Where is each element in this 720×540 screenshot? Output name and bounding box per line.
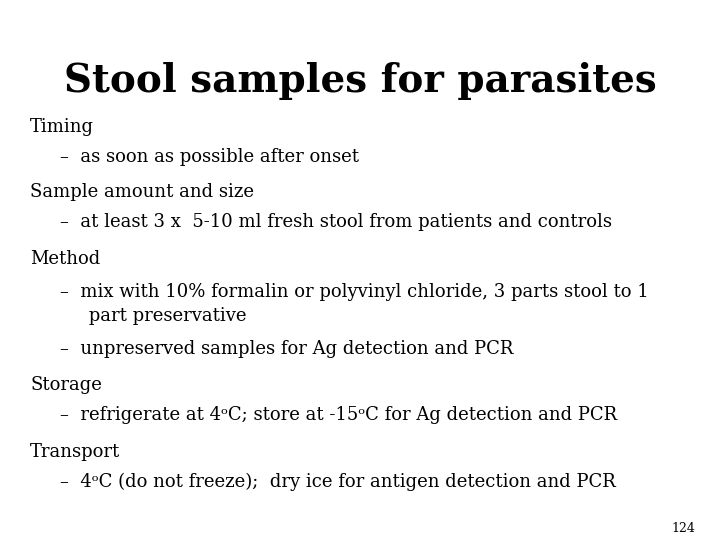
Text: Sample amount and size: Sample amount and size [30,183,254,201]
Text: –  refrigerate at 4ᵒC; store at -15ᵒC for Ag detection and PCR: – refrigerate at 4ᵒC; store at -15ᵒC for… [60,406,617,424]
Text: –  unpreserved samples for Ag detection and PCR: – unpreserved samples for Ag detection a… [60,340,513,358]
Text: –  4ᵒC (do not freeze);  dry ice for antigen detection and PCR: – 4ᵒC (do not freeze); dry ice for antig… [60,473,616,491]
Text: –  mix with 10% formalin or polyvinyl chloride, 3 parts stool to 1: – mix with 10% formalin or polyvinyl chl… [60,283,649,301]
Text: Storage: Storage [30,376,102,394]
Text: Stool samples for parasites: Stool samples for parasites [63,62,657,100]
Text: part preservative: part preservative [60,307,246,325]
Text: –  at least 3 x  5-10 ml fresh stool from patients and controls: – at least 3 x 5-10 ml fresh stool from … [60,213,612,231]
Text: 124: 124 [671,522,695,535]
Text: Method: Method [30,250,100,268]
Text: Transport: Transport [30,443,120,461]
Text: –  as soon as possible after onset: – as soon as possible after onset [60,148,359,166]
Text: Timing: Timing [30,118,94,136]
